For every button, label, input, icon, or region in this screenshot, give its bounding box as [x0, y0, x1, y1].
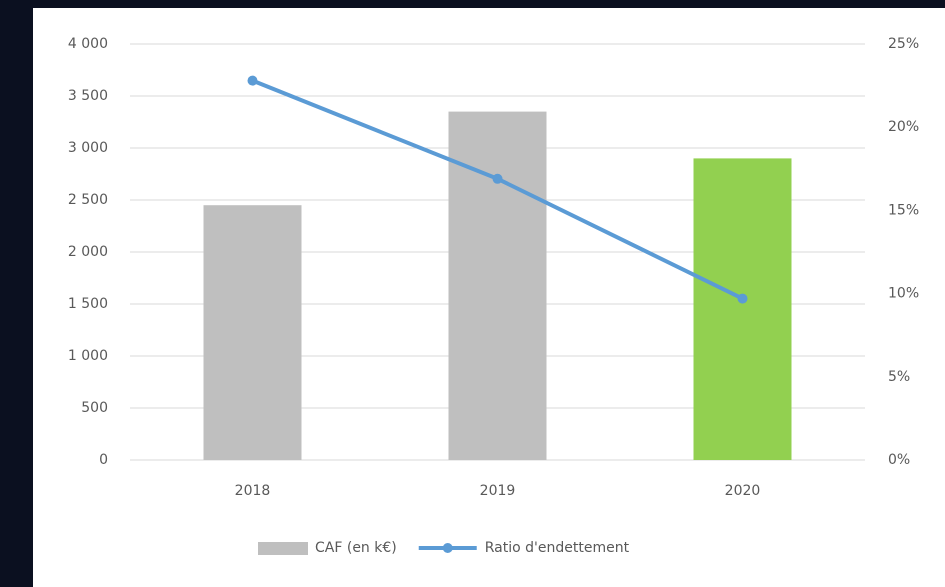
line-marker [247, 75, 258, 86]
y-tick-label: 1 000 [68, 348, 108, 364]
legend-label: Ratio d'endettement [485, 540, 630, 556]
y-tick-label: 2 500 [68, 192, 108, 208]
y2-tick-label: 20% [888, 119, 919, 135]
line-marker [737, 293, 748, 304]
x-tick-label: 2020 [725, 483, 761, 499]
y-tick-label: 1 500 [68, 296, 108, 312]
legend-swatch-marker [442, 543, 453, 553]
y-tick-label: 2 000 [68, 244, 108, 260]
bar [448, 111, 547, 460]
y-tick-label: 4 000 [68, 36, 108, 52]
y2-tick-label: 0% [888, 452, 910, 468]
y2-tick-label: 25% [888, 36, 919, 52]
legend-swatch [258, 542, 308, 555]
y-tick-label: 3 000 [68, 140, 108, 156]
legend-label: CAF (en k€) [315, 540, 397, 556]
y-tick-label: 500 [81, 400, 108, 416]
y-tick-label: 0 [99, 452, 108, 468]
y2-tick-label: 5% [888, 369, 910, 385]
y2-tick-label: 15% [888, 202, 919, 218]
line-marker [492, 173, 503, 184]
y2-tick-label: 10% [888, 286, 919, 302]
bar [203, 205, 302, 460]
bar [693, 158, 792, 460]
x-tick-label: 2019 [480, 483, 516, 499]
x-tick-label: 2018 [235, 483, 271, 499]
y-tick-label: 3 500 [68, 88, 108, 104]
